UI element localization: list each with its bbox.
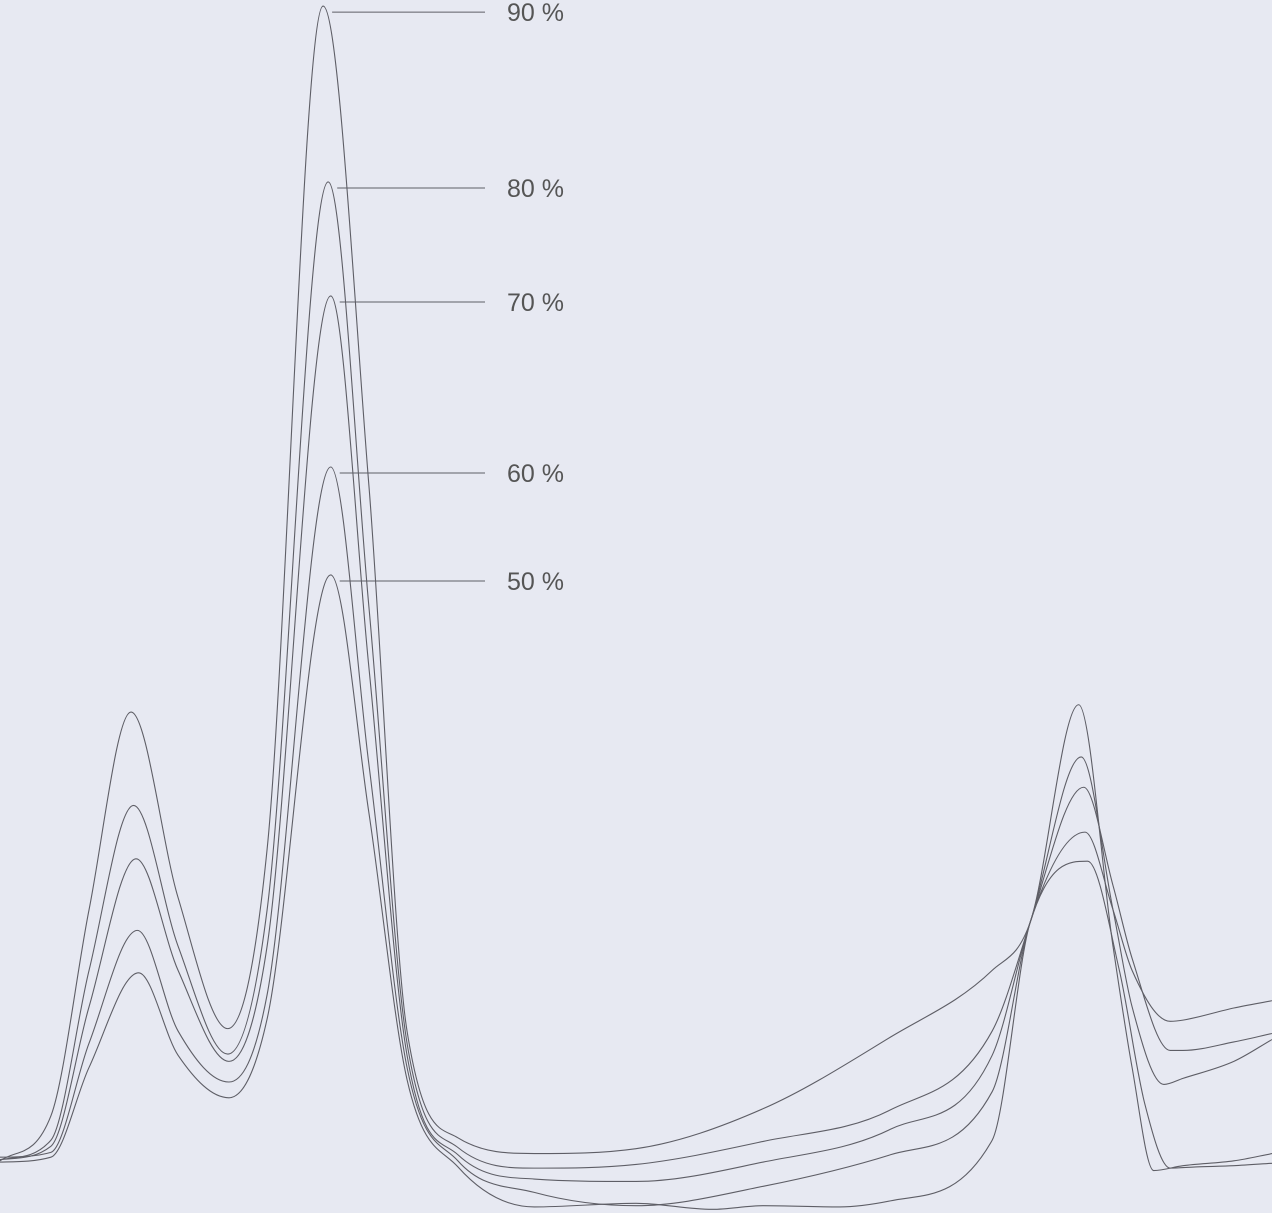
series-label-2: 70 %	[507, 289, 564, 317]
series-lines	[0, 5, 1272, 1210]
series-label-3: 60 %	[507, 460, 564, 488]
series-line-1	[0, 181, 1272, 1169]
series-line-2	[0, 295, 1272, 1183]
series-label-1: 80 %	[507, 175, 564, 203]
series-line-3	[0, 466, 1272, 1207]
series-label-4: 50 %	[507, 568, 564, 596]
series-line-4	[0, 574, 1272, 1210]
series-labels: 90 % 80 % 70 % 60 % 50 %	[332, 0, 564, 596]
series-line-0	[0, 5, 1272, 1172]
series-label-0: 90 %	[507, 0, 564, 27]
